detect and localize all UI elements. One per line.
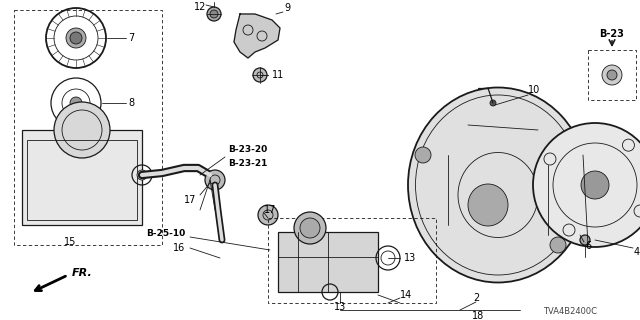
Text: 13: 13 [334, 302, 346, 312]
Circle shape [294, 212, 326, 244]
Circle shape [550, 237, 566, 253]
Circle shape [137, 170, 147, 180]
Text: TVA4B2400C: TVA4B2400C [543, 308, 597, 316]
Circle shape [66, 28, 86, 48]
Text: B-23-20: B-23-20 [228, 146, 268, 155]
Circle shape [70, 32, 82, 44]
Circle shape [490, 100, 496, 106]
Bar [27, 140, 137, 220]
Bar [588, 50, 636, 100]
Text: 4: 4 [634, 247, 640, 257]
Text: 13: 13 [404, 253, 416, 263]
Text: 2: 2 [473, 293, 479, 303]
Circle shape [560, 157, 576, 173]
Bar [22, 130, 142, 225]
Polygon shape [234, 14, 280, 58]
Circle shape [258, 205, 278, 225]
Ellipse shape [408, 87, 588, 283]
Circle shape [205, 170, 225, 190]
Text: B-25-10: B-25-10 [146, 229, 185, 238]
Text: B-23: B-23 [600, 29, 625, 39]
Circle shape [253, 68, 267, 82]
Text: 14: 14 [400, 290, 412, 300]
Circle shape [300, 218, 320, 238]
Bar [268, 218, 436, 303]
Bar [14, 10, 162, 245]
Circle shape [70, 97, 82, 109]
Text: 15: 15 [64, 237, 76, 247]
Text: 12: 12 [194, 2, 206, 12]
Text: 17: 17 [264, 205, 276, 215]
Circle shape [54, 102, 110, 158]
Bar [278, 232, 378, 292]
Text: 9: 9 [284, 3, 290, 13]
Text: 18: 18 [472, 311, 484, 320]
Circle shape [580, 235, 590, 245]
Circle shape [207, 7, 221, 21]
Text: 16: 16 [173, 243, 185, 253]
Circle shape [415, 147, 431, 163]
Text: 10: 10 [528, 85, 540, 95]
Circle shape [210, 10, 218, 18]
Circle shape [581, 171, 609, 199]
Circle shape [607, 70, 617, 80]
Text: 7: 7 [128, 33, 134, 43]
Text: 6: 6 [585, 241, 591, 251]
Ellipse shape [468, 184, 508, 226]
Circle shape [602, 65, 622, 85]
Text: 8: 8 [128, 98, 134, 108]
Text: B-23-21: B-23-21 [228, 158, 268, 167]
Text: 17: 17 [184, 195, 196, 205]
Text: FR.: FR. [72, 268, 93, 278]
Circle shape [533, 123, 640, 247]
Text: 11: 11 [272, 70, 284, 80]
